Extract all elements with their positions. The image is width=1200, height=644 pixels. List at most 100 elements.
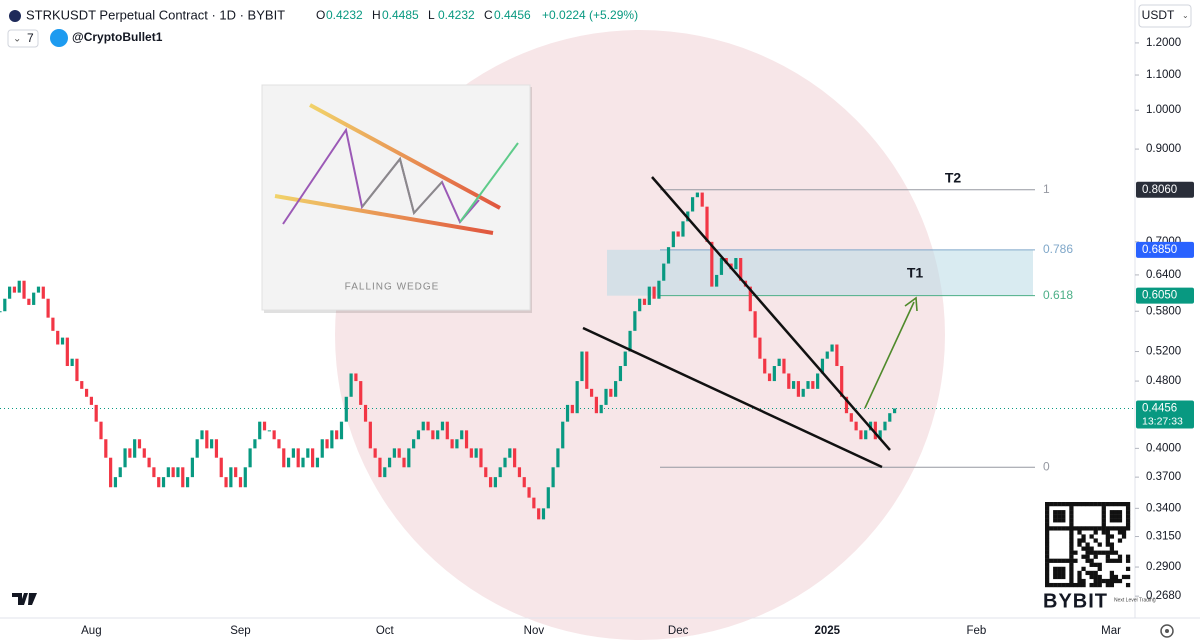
currency-button[interactable] [1138, 4, 1192, 28]
y-tick-label: 0.2680 [1146, 590, 1181, 602]
qr-cell [1069, 514, 1074, 519]
candle [248, 448, 252, 468]
candle [614, 381, 618, 397]
qr-cell [1073, 550, 1078, 555]
qr-cell [1061, 514, 1066, 519]
qr-cell [1045, 546, 1050, 551]
qr-cell [1077, 502, 1082, 507]
qr-cell [1109, 514, 1115, 519]
inset-caption: FALLING WEDGE [345, 282, 440, 293]
indicator-toggle[interactable] [7, 29, 39, 48]
candle [320, 439, 324, 458]
candle [469, 448, 473, 458]
qr-cell [1077, 570, 1082, 576]
qr-cell [1101, 526, 1106, 531]
qr-cell [1073, 502, 1078, 507]
qr-cell [1077, 574, 1082, 580]
candle [431, 430, 435, 440]
qr-cell [1061, 582, 1066, 588]
qr-cell [1089, 526, 1094, 531]
target-label: T1 [907, 265, 924, 281]
qr-cell [1105, 526, 1110, 531]
y-tick-label: 0.4000 [1146, 442, 1181, 454]
qr-cell [1045, 510, 1050, 515]
qr-cell [1093, 502, 1098, 507]
symbol-title[interactable]: STRKUSDT Perpetual Contract · 1D · BYBIT [26, 7, 285, 22]
qr-cell [1045, 522, 1050, 527]
ohlc-key: O [316, 8, 325, 22]
qr-cell [1105, 530, 1110, 535]
x-tick-label: Sep [230, 625, 250, 637]
candle [710, 241, 714, 287]
candle [378, 457, 382, 478]
candle [517, 467, 522, 478]
candle [133, 439, 137, 458]
qr-cell [1113, 558, 1119, 563]
change: +0.0224 (+5.29%) [542, 8, 638, 22]
price-tag-label: 0.8060 [1142, 184, 1177, 196]
qr-cell [1093, 570, 1098, 576]
price-tag-label: 0.4456 [1142, 403, 1177, 415]
candle [801, 388, 805, 397]
candle [849, 413, 853, 422]
qr-cell [1109, 546, 1115, 551]
qr-cell [1089, 570, 1094, 576]
qr-cell [1113, 510, 1119, 515]
candle [70, 358, 74, 367]
qr-cell [1053, 510, 1058, 515]
candle [498, 467, 502, 478]
qr-cell [1081, 526, 1086, 531]
qr-cell [1109, 526, 1115, 531]
y-tick-label: 0.2900 [1146, 561, 1181, 573]
candle [210, 439, 214, 449]
candle [315, 457, 320, 468]
candle [325, 439, 329, 449]
candle [243, 467, 247, 488]
qr-cell [1069, 554, 1074, 559]
symbol-icon [9, 10, 21, 22]
qr-cell [1077, 526, 1082, 531]
candle [575, 381, 579, 414]
qr-cell [1117, 538, 1123, 543]
settings-icon[interactable] [1160, 624, 1174, 638]
qr-cell [1125, 574, 1131, 580]
target-label: T2 [945, 170, 962, 186]
qr-cell [1045, 534, 1050, 539]
qr-cell [1069, 582, 1074, 588]
candle [330, 430, 334, 449]
qr-cell [1125, 566, 1131, 572]
fib-label: 0 [1043, 459, 1050, 473]
qr-cell [1105, 554, 1110, 559]
candle [657, 280, 661, 299]
candle [748, 286, 752, 312]
price-tag [1136, 400, 1194, 429]
qr-cell [1097, 550, 1102, 555]
qr-cell [1085, 570, 1090, 576]
qr-cell [1109, 570, 1115, 576]
qr-cell [1105, 534, 1110, 539]
candle [118, 467, 122, 478]
chevron: ⌄ [1182, 11, 1189, 20]
candle [556, 448, 560, 468]
price-tag [1136, 181, 1194, 198]
qr-cell [1085, 558, 1090, 563]
candle [460, 430, 464, 440]
qr-cell [1053, 574, 1058, 580]
candle [840, 366, 844, 397]
y-tick-label: 0.4800 [1146, 375, 1181, 387]
candle [753, 311, 757, 338]
candle [17, 280, 21, 293]
candle [84, 388, 89, 397]
qr-cell [1053, 526, 1058, 531]
fib-zone [607, 249, 1033, 296]
qr-cell [1085, 502, 1090, 507]
qr-cell [1073, 582, 1078, 588]
qr-cell [1053, 582, 1058, 588]
x-tick-label: Aug [81, 625, 101, 637]
candle [618, 366, 623, 382]
qr-cell [1089, 582, 1094, 588]
x-tick-label: Oct [376, 625, 395, 637]
qr-cell [1069, 550, 1074, 555]
candle [873, 421, 877, 440]
inset-line [309, 103, 501, 210]
